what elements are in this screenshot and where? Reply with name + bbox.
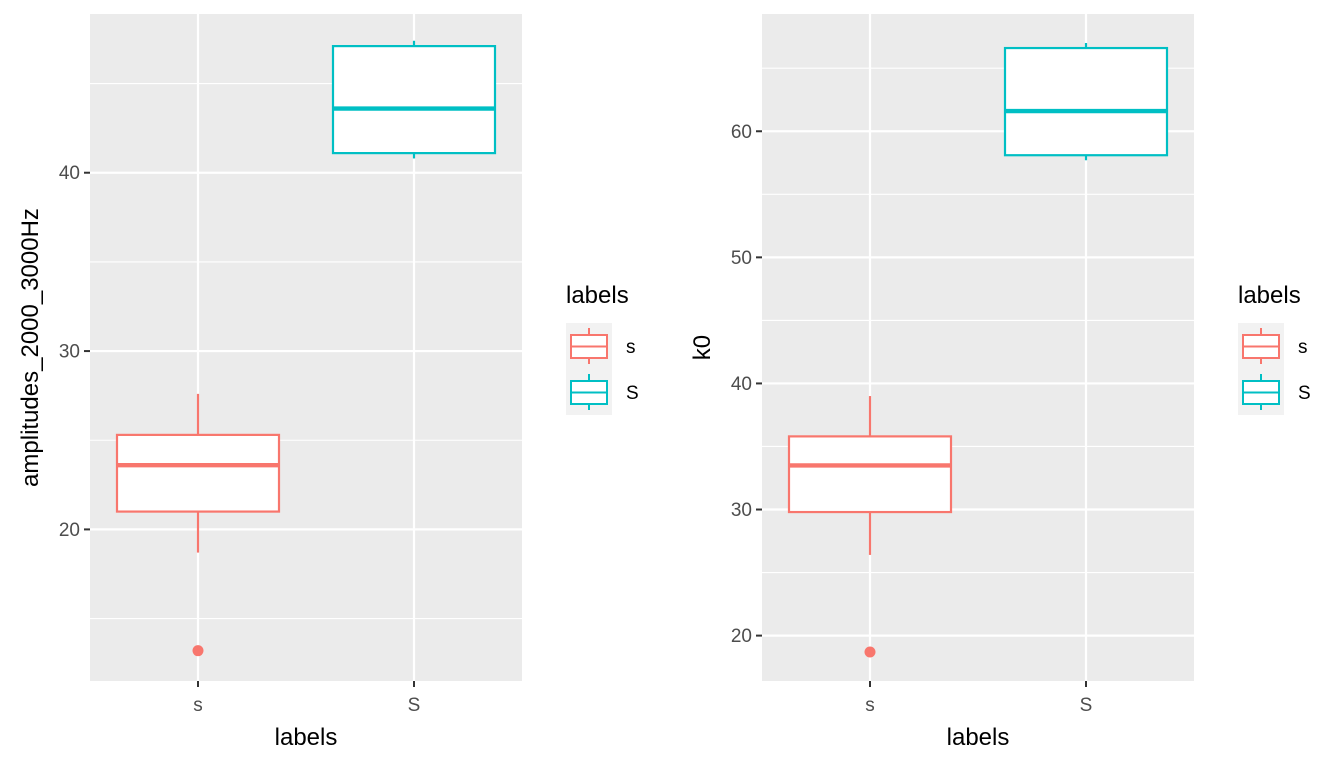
outlier-point [192, 645, 204, 657]
box-iqr [787, 435, 953, 514]
box-iqr [1003, 46, 1169, 157]
x-tick-label: s [865, 695, 875, 716]
box-S-1 [331, 40, 497, 159]
y-tick-label: 50 [731, 248, 752, 269]
legend-title: labels [1238, 282, 1301, 309]
x-axis-title: labels [275, 724, 338, 751]
y-tick-label: 40 [731, 374, 752, 395]
legend-key-0 [566, 323, 612, 369]
x-tick-label: s [193, 695, 203, 716]
y-axis-title: k0 [689, 335, 716, 360]
x-axis-title: labels [947, 724, 1010, 751]
legend-key-1 [1238, 369, 1284, 415]
y-tick-label: 30 [731, 500, 752, 521]
legend-key-1 [566, 369, 612, 415]
y-tick-label: 20 [59, 520, 80, 541]
legend-label: S [1298, 383, 1311, 404]
legend-label: s [626, 337, 636, 358]
legend-label: S [626, 383, 639, 404]
x-tick-label: S [1080, 695, 1093, 716]
x-tick-label: S [408, 695, 421, 716]
y-tick-label: 60 [731, 122, 752, 143]
y-axis-title: amplitudes_2000_3000Hz [17, 208, 44, 487]
legend-title: labels [566, 282, 629, 309]
outlier-point [864, 646, 876, 658]
box-iqr [115, 433, 281, 513]
box-S-1 [1003, 43, 1169, 161]
box-iqr [331, 45, 497, 155]
box-s-0 [787, 396, 953, 658]
legend-key-0 [1238, 323, 1284, 369]
legend: labels s S [566, 282, 639, 415]
y-tick-label: 20 [731, 626, 752, 647]
y-tick-label: 30 [59, 342, 80, 363]
box-s-0 [115, 393, 281, 657]
legend-label: s [1298, 337, 1308, 358]
y-tick-label: 40 [59, 163, 80, 184]
legend: labels s S [1238, 282, 1311, 415]
